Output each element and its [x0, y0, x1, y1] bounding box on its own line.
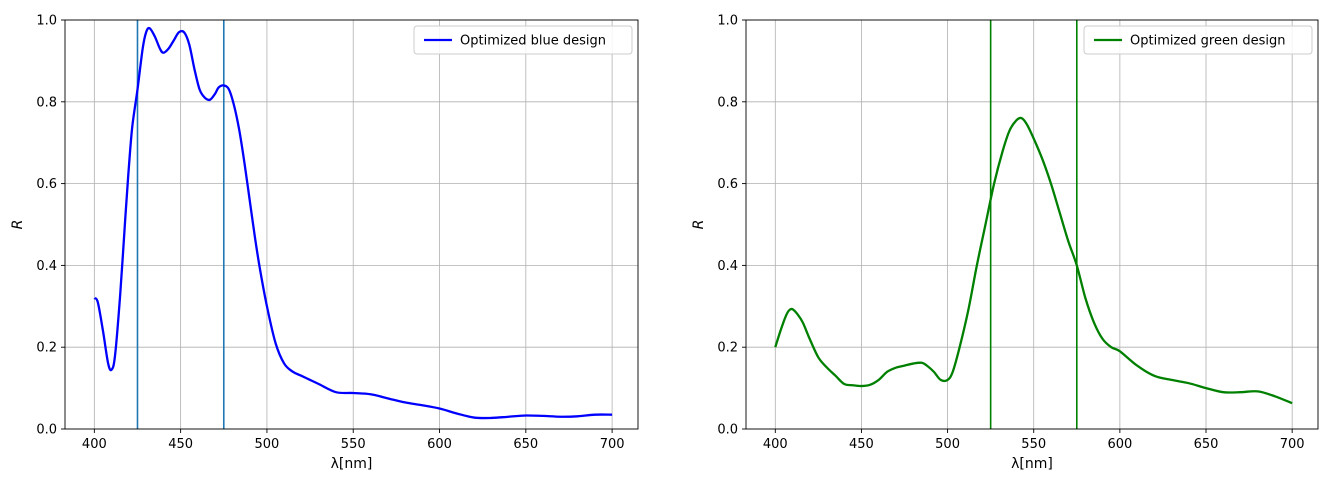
y-tick-label: 1.0 — [717, 14, 738, 29]
x-tick-label: 500 — [935, 437, 960, 452]
x-tick-label: 450 — [849, 437, 874, 452]
legend-label: Optimized blue design — [460, 34, 606, 49]
y-tick-label: 0.2 — [36, 341, 57, 356]
green-design-chart: 400 450 500 550 600 650 700 0.0 0.2 0.4 0.6 0.8 1.0 λ… — [691, 14, 1319, 472]
x-tick-label: 700 — [1280, 437, 1305, 452]
reflectance-series-line — [93, 26, 613, 420]
legend-box — [1083, 25, 1313, 55]
y-tick-label: 0.8 — [36, 95, 57, 110]
x-tick-label: 450 — [168, 437, 193, 452]
x-axis-label: λ[nm] — [331, 456, 373, 472]
y-tick-label: 0.0 — [36, 423, 57, 438]
x-tick-label: 550 — [341, 437, 366, 452]
y-tick-label: 0.8 — [717, 95, 738, 110]
plot-frame — [745, 19, 1319, 430]
x-tick-label: 600 — [427, 437, 452, 452]
blue-design-chart: 400 450 500 550 600 650 700 0.0 0.2 0.4 0.6 0.8 1.0 λ… — [10, 14, 639, 472]
y-tick-label: 0.4 — [717, 259, 738, 274]
reflectance-series-line — [774, 116, 1293, 405]
y-tick-label: 1.0 — [36, 14, 57, 29]
y-axis-label: R — [691, 220, 707, 230]
x-tick-label: 550 — [1021, 437, 1046, 452]
y-tick-label: 0.6 — [717, 177, 738, 192]
x-tick-label: 650 — [513, 437, 538, 452]
legend: Optimized green design — [1083, 25, 1313, 55]
x-tick-label: 600 — [1107, 437, 1132, 452]
y-tick-label: 0.4 — [36, 259, 57, 274]
x-tick-label: 400 — [82, 437, 107, 452]
x-axis-label: λ[nm] — [1011, 456, 1053, 472]
x-tick-label: 400 — [763, 437, 788, 452]
y-tick-label: 0.0 — [717, 423, 738, 438]
y-axis-label: R — [10, 220, 26, 230]
legend-label: Optimized green design — [1130, 34, 1285, 49]
legend-box — [413, 25, 633, 55]
x-tick-label: 500 — [255, 437, 280, 452]
plot-frame — [64, 19, 639, 430]
legend: Optimized blue design — [413, 25, 633, 55]
y-tick-label: 0.2 — [717, 341, 738, 356]
x-tick-label: 700 — [600, 437, 625, 452]
y-tick-label: 0.6 — [36, 177, 57, 192]
x-tick-label: 650 — [1194, 437, 1219, 452]
